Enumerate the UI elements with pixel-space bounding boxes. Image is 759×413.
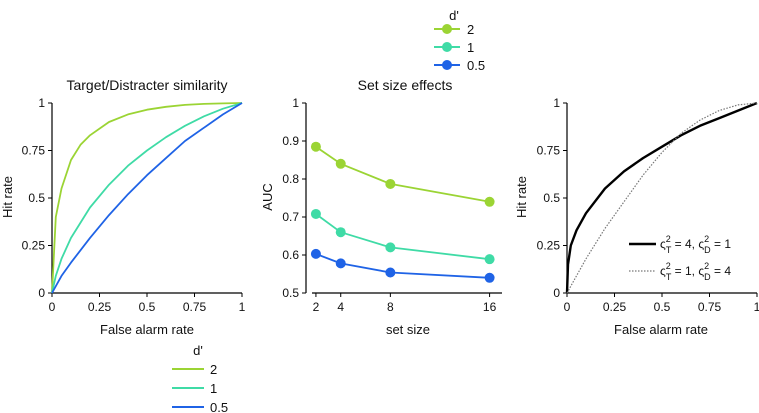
data-point	[335, 158, 346, 169]
series-line-0	[565, 101, 758, 294]
x-tick-label: 0	[49, 300, 56, 314]
y-tick-label: 1	[292, 96, 299, 110]
data-point	[310, 208, 321, 219]
y-tick-label: 0.75	[537, 144, 561, 158]
legend-top-marker	[442, 24, 452, 34]
setsize-panel: Set size effects set size AUC 0.5 0.6 0.7 0…	[260, 77, 502, 337]
y-tick-label: 0.6	[282, 248, 299, 262]
x-tick-label: 16	[483, 300, 497, 314]
data-point	[310, 248, 321, 259]
legend-top-label: 1	[467, 40, 474, 55]
y-tick-label: 0.9	[282, 134, 299, 148]
data-point	[484, 254, 495, 265]
x-tick-label: 1	[239, 300, 246, 314]
legend-top-marker	[442, 42, 452, 52]
legend-top-title: d'	[449, 8, 459, 23]
roc-title: Target/Distracter similarity	[66, 77, 227, 93]
series-line-0.5	[51, 102, 243, 294]
x-tick-label: 0	[564, 300, 571, 314]
variance-xlabel: False alarm rate	[614, 322, 708, 337]
data-point	[484, 196, 495, 207]
x-tick-label: 0.5	[654, 300, 671, 314]
legend-label: ς2 T = 1, ς2 D = 4	[660, 261, 731, 282]
x-tick-label: 8	[387, 300, 394, 314]
x-tick-label: 2	[313, 300, 320, 314]
legend-top-label: 0.5	[467, 58, 485, 73]
data-point	[385, 242, 396, 253]
y-tick-label: 0.25	[537, 239, 561, 253]
variance-panel: False alarm rate Hit rate 0 0.25 0.5 0.75 1 0…	[514, 96, 759, 337]
variance-ylabel: Hit rate	[514, 176, 529, 218]
x-tick-label: 0.25	[603, 300, 627, 314]
legend-bottom-label: 2	[210, 362, 217, 377]
y-tick-label: 0	[553, 286, 560, 300]
data-point	[335, 258, 346, 269]
x-tick-label: 4	[337, 300, 344, 314]
series-line-0.5	[315, 253, 490, 279]
legend-top-marker	[442, 60, 452, 70]
setsize-ylabel: AUC	[260, 183, 275, 210]
y-tick-label: 0.75	[22, 144, 46, 158]
legend-bottom-label: 1	[210, 381, 217, 396]
data-point	[385, 178, 396, 189]
y-tick-label: 0.7	[282, 210, 299, 224]
series-line-2	[315, 145, 490, 203]
legend-top-label: 2	[467, 22, 474, 37]
series-line-2	[51, 102, 243, 294]
roc-xlabel: False alarm rate	[100, 322, 194, 337]
y-tick-label: 0.5	[543, 191, 560, 205]
x-tick-label: 0.25	[88, 300, 112, 314]
y-tick-label: 0	[38, 286, 45, 300]
variance-legend: ς2 T = 4, ς2 D = 1 ς2 T = 1, ς2 D = 4	[629, 234, 731, 282]
setsize-title: Set size effects	[358, 77, 453, 93]
x-tick-label: 0.75	[698, 300, 722, 314]
x-tick-label: 0.75	[183, 300, 207, 314]
y-tick-label: 0.5	[28, 191, 45, 205]
series-line-1	[51, 102, 243, 294]
series-line-1	[315, 213, 490, 261]
y-tick-label: 0.8	[282, 172, 299, 186]
y-tick-label: 1	[553, 96, 560, 110]
data-point	[385, 267, 396, 278]
y-tick-label: 1	[38, 96, 45, 110]
y-tick-label: 0.5	[282, 286, 299, 300]
x-tick-label: 0.5	[139, 300, 156, 314]
y-tick-label: 0.25	[22, 239, 46, 253]
legend-top: d' 2 1 0.5	[434, 8, 485, 73]
legend-bottom: d' 2 1 0.5	[172, 343, 228, 413]
data-point	[310, 141, 321, 152]
legend-bottom-title: d'	[193, 343, 203, 358]
setsize-xlabel: set size	[386, 322, 430, 337]
legend-label: ς2 T = 4, ς2 D = 1	[660, 234, 731, 255]
data-point	[335, 227, 346, 238]
roc-panel: Target/Distracter similarity False alarm…	[0, 77, 246, 337]
data-point	[484, 272, 495, 283]
x-tick-label: 1	[754, 300, 759, 314]
roc-ylabel: Hit rate	[0, 176, 15, 218]
legend-bottom-label: 0.5	[210, 400, 228, 413]
